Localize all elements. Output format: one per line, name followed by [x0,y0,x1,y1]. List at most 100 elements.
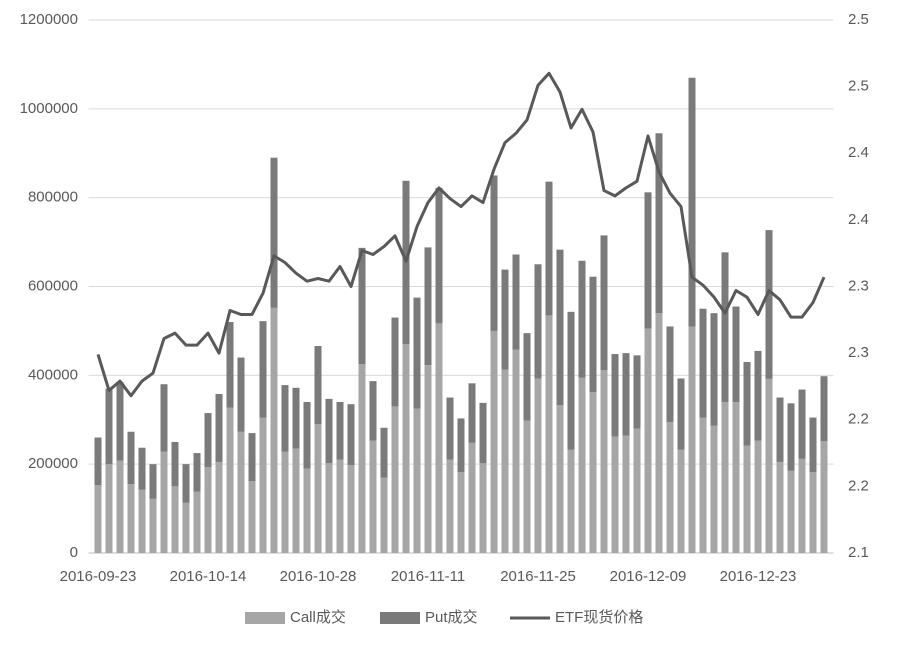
bar [105,388,113,465]
bar [633,428,641,553]
bar [699,308,707,418]
bar [666,326,674,422]
bar [413,408,421,553]
y-tick-label: 200000 [28,455,78,472]
bar [314,346,322,425]
x-tick-label: 2016-09-23 [60,568,137,585]
bar [776,461,784,553]
bar [193,491,201,553]
y2-tick-label: 2.5 [848,11,869,28]
bar [457,472,465,553]
x-tick-label: 2016-12-09 [610,568,687,585]
bar [820,441,828,553]
bar [490,330,498,553]
bar [490,175,498,331]
x-tick-label: 2016-11-25 [500,568,576,585]
bar [369,381,377,441]
bar [545,181,553,316]
bar [677,449,685,553]
bar [292,448,300,553]
bar [94,485,102,553]
bar [710,425,718,553]
bar [644,328,652,553]
bar [369,440,377,553]
bar [116,460,124,553]
bar [402,344,410,553]
bar [776,397,784,462]
bar [259,321,267,418]
bar [193,453,201,492]
bar [336,459,344,553]
bar [655,133,663,314]
bar [468,442,476,553]
y2-tick-label: 2.4 [848,211,869,228]
bar [699,417,707,553]
bar [600,235,608,371]
bar [468,383,476,443]
legend-label: ETF现货价格 [555,609,643,626]
bar [820,376,828,442]
bar [534,264,542,379]
bar [215,393,223,462]
bar [567,449,575,553]
y-tick-label: 600000 [28,277,78,294]
bar [633,355,641,429]
bar [215,461,223,553]
bar [171,486,179,553]
bar [270,157,278,308]
bar [754,350,762,441]
bar [809,472,817,553]
legend-swatch [245,612,285,624]
bar [512,349,520,553]
bar [182,464,190,503]
bar [545,315,553,553]
bar [94,437,102,486]
bar [534,378,542,553]
bar [567,311,575,450]
bar [226,407,234,553]
y2-tick-label: 2.3 [848,344,869,361]
bar [501,369,509,553]
bar [754,440,762,553]
y2-tick-label: 2.3 [848,277,869,294]
bar [765,378,773,553]
bar [127,484,135,553]
bar [149,464,157,499]
legend-label: Put成交 [425,608,478,626]
legend-label: Call成交 [290,608,346,626]
bar [677,378,685,450]
bar [259,417,267,553]
bar [204,467,212,553]
bar [336,401,344,460]
bar [732,306,740,402]
bar [171,441,179,487]
bar [303,468,311,553]
bar [589,392,597,553]
bar [600,370,608,553]
bar [391,317,399,407]
bar [501,269,509,370]
bar [204,413,212,468]
bar [556,249,564,406]
bar [523,333,531,421]
bar [138,447,146,490]
y2-tick-label: 2.2 [848,477,869,494]
bar [248,481,256,553]
bar [347,404,355,466]
y2-tick-label: 2.2 [848,411,869,428]
bar [611,436,619,553]
y-tick-label: 1200000 [20,11,78,28]
bar [435,323,443,553]
bar [710,313,718,426]
bar [424,365,432,553]
bar [611,354,619,437]
bar [314,424,322,553]
bar [160,384,168,452]
bar [325,398,333,464]
bar [270,307,278,553]
bar [160,451,168,553]
bar [479,402,487,464]
bar [138,489,146,553]
bar [149,498,157,553]
